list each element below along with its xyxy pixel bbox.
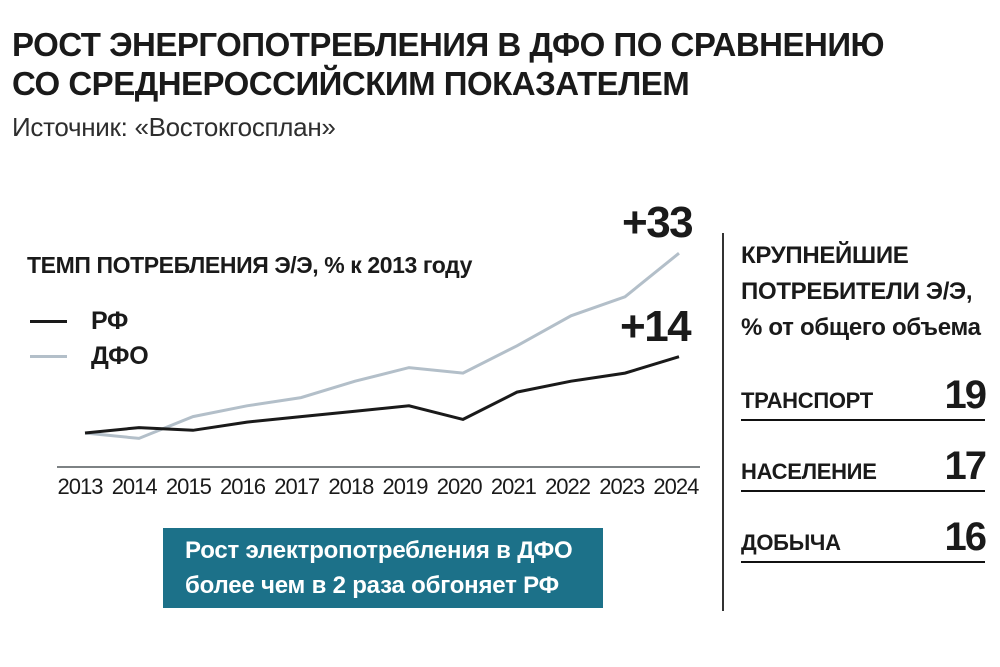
series-line-РФ [84, 355, 680, 435]
legend-label-dfo: ДФО [91, 342, 149, 370]
callout-line1: Рост электропотребления в ДФО [185, 537, 573, 564]
x-axis-labels: 2013 2014 2015 2016 2017 2018 2019 2020 2021 2022… [53, 474, 703, 500]
page-title: РОСТ ЭНЕРГОПОТРЕБЛЕНИЯ В ДФО ПО СРАВНЕНИ… [12, 26, 982, 103]
x-axis-label: 2014 [111, 474, 158, 499]
x-axis-label: 2023 [599, 474, 645, 499]
side-panel-heading: КРУПНЕЙШИЕ ПОТРЕБИТЕЛИ Э/Э, % от общего … [741, 238, 985, 346]
x-axis-label: 2019 [382, 474, 429, 499]
x-axis-label: 2018 [328, 474, 374, 499]
x-axis-label: 2016 [220, 474, 266, 499]
x-axis-label: 2022 [545, 474, 591, 499]
x-axis-label: 2024 [653, 474, 699, 499]
consumer-label: НАСЕЛЕНИЕ [741, 459, 877, 484]
side-heading-line2: ПОТРЕБИТЕЛИ Э/Э, [741, 278, 973, 305]
chart-title: ТЕМП ПОТРЕБЛЕНИЯ Э/Э, % к 2013 году [27, 252, 473, 278]
consumer-value: 19 [944, 373, 987, 417]
x-axis-label: 2015 [165, 474, 212, 499]
dfo-end-value: +33 [622, 198, 694, 247]
callout-box: Рост электропотребления в ДФО более чем … [163, 528, 603, 608]
side-panel: КРУПНЕЙШИЕ ПОТРЕБИТЕЛИ Э/Э, % от общего … [741, 238, 987, 589]
header: РОСТ ЭНЕРГОПОТРЕБЛЕНИЯ В ДФО ПО СРАВНЕНИ… [12, 26, 982, 143]
consumer-label: ДОБЫЧА [741, 530, 841, 555]
rf-line-swatch [30, 320, 67, 323]
side-heading-line3: % от общего объема [741, 314, 981, 341]
source-caption: Источник: «Востокгосплан» [12, 112, 336, 143]
series-line-ДФО [84, 252, 680, 440]
panel-divider [722, 233, 724, 611]
callout-line2: более чем в 2 раза обгоняет РФ [185, 572, 559, 599]
consumer-row-population: НАСЕЛЕНИЕ 17 [741, 444, 987, 492]
consumer-list: ТРАНСПОРТ 19 НАСЕЛЕНИЕ 17 ДОБЫЧА 16 [741, 373, 987, 563]
rf-end-value: +14 [620, 302, 692, 351]
x-axis-label: 2021 [490, 474, 537, 499]
x-axis-line [57, 466, 700, 468]
consumer-row-transport: ТРАНСПОРТ 19 [741, 373, 987, 421]
page-title-line1: РОСТ ЭНЕРГОПОТРЕБЛЕНИЯ В ДФО ПО СРАВНЕНИ… [12, 26, 885, 63]
x-axis-label: 2013 [57, 474, 104, 499]
consumer-label: ТРАНСПОРТ [741, 388, 873, 413]
legend-label-rf: РФ [91, 307, 129, 335]
page-title-line2: СО СРЕДНЕРОССИЙСКИМ ПОКАЗАТЕЛЕМ [12, 64, 690, 102]
dfo-line-swatch [30, 355, 67, 358]
side-heading-line1: КРУПНЕЙШИЕ [741, 242, 909, 269]
legend-item-dfo: ДФО [30, 339, 149, 374]
consumer-value: 16 [944, 515, 987, 559]
legend: РФ ДФО [30, 304, 149, 374]
consumer-value: 17 [944, 444, 987, 488]
x-axis-label: 2017 [274, 474, 320, 499]
legend-item-rf: РФ [30, 304, 148, 339]
consumer-row-mining: ДОБЫЧА 16 [741, 515, 987, 563]
x-axis-label: 2020 [436, 474, 483, 499]
